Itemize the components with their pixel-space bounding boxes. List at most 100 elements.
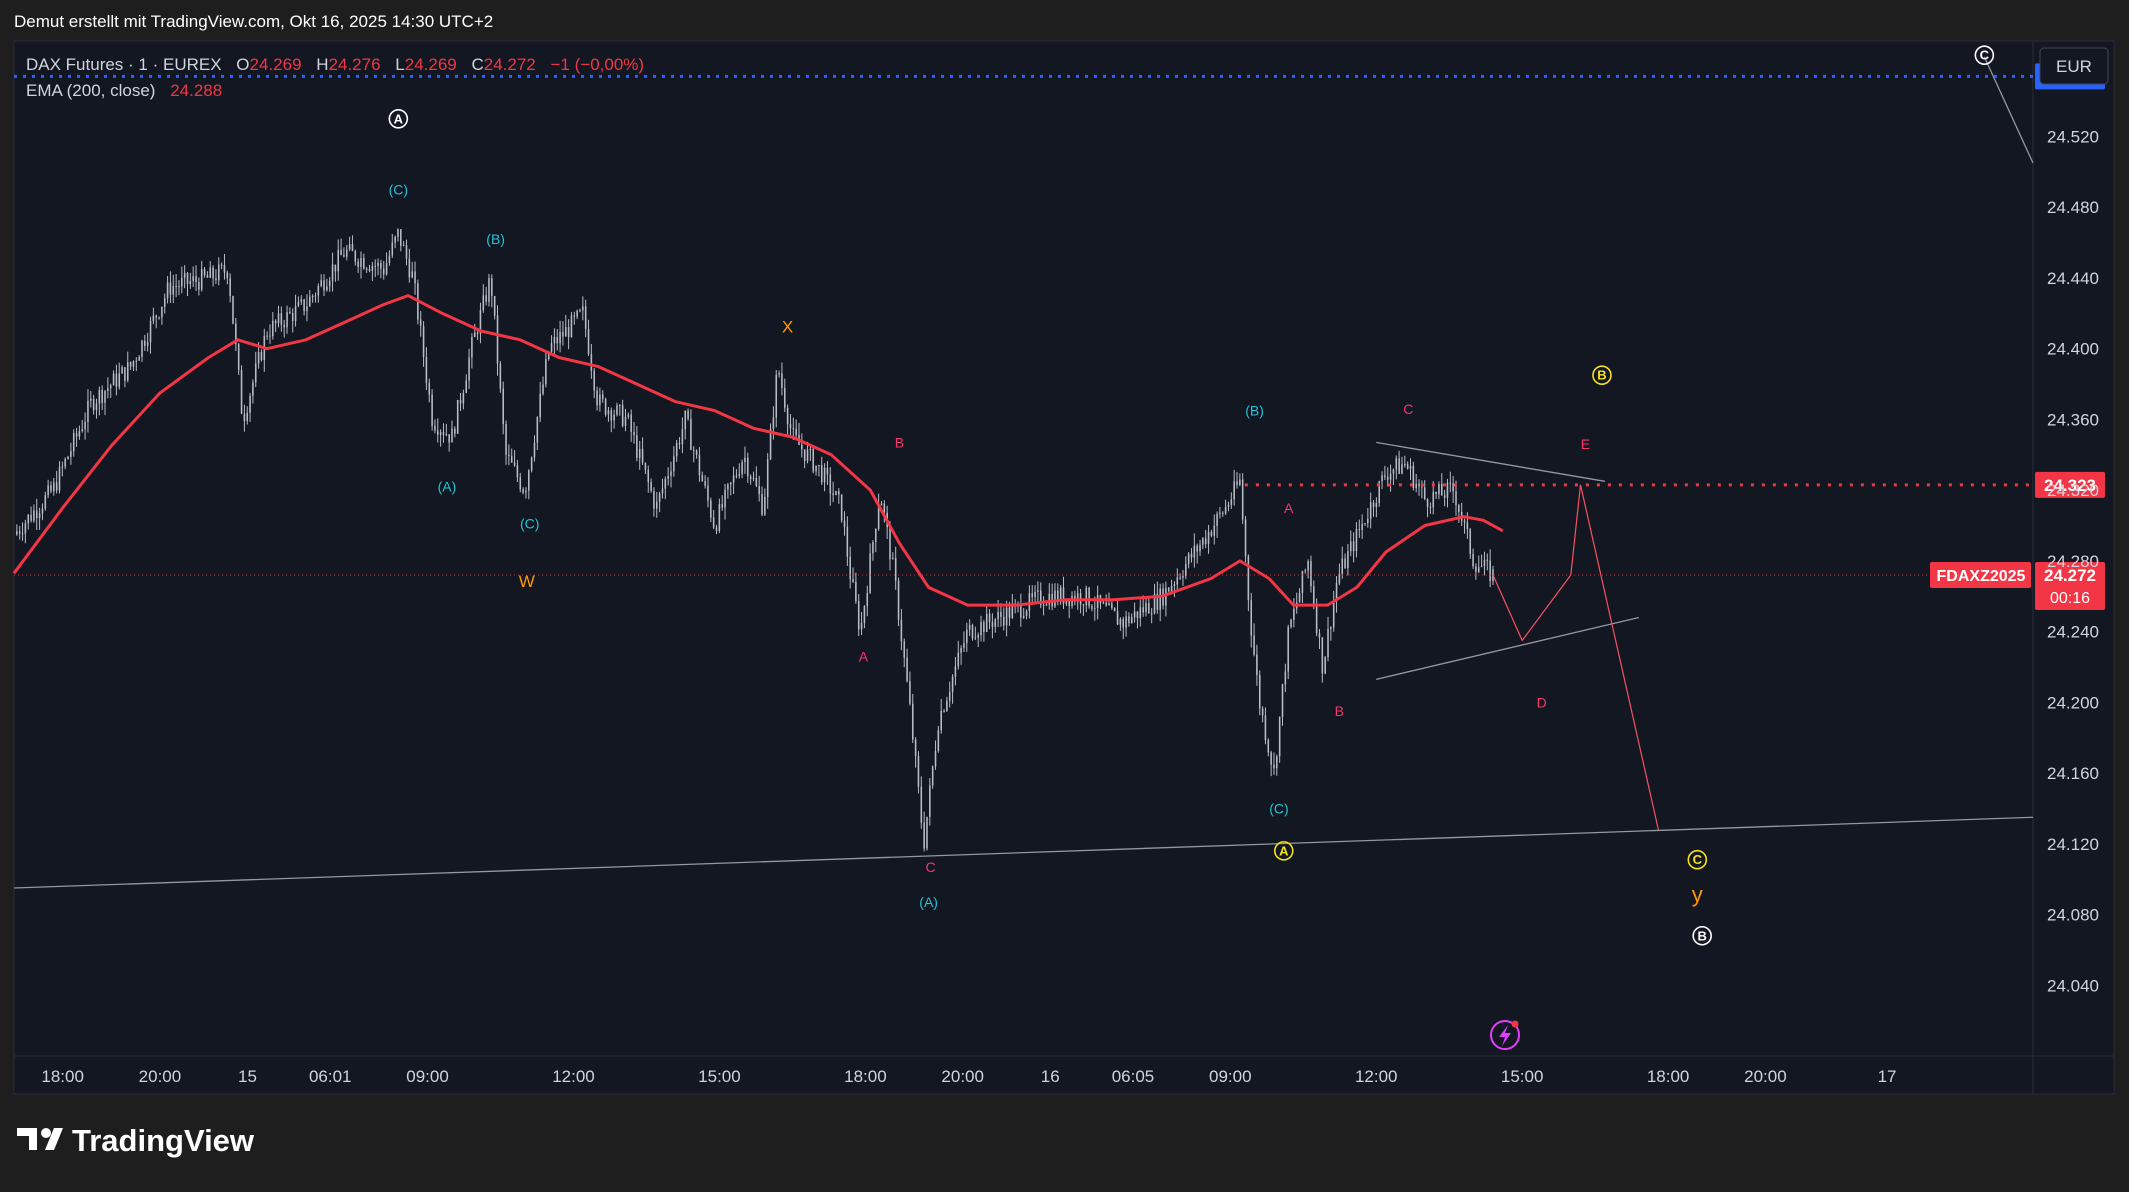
candle-body (1241, 479, 1244, 520)
candle-body (838, 491, 840, 495)
candle-body (1384, 475, 1386, 477)
time-tick-label: 09:00 (406, 1067, 449, 1086)
candle-body (727, 484, 729, 490)
candle-body (98, 389, 101, 404)
lightning-bolt-icon (1499, 1025, 1511, 1046)
candle-body (1145, 603, 1147, 613)
candle-body (368, 268, 371, 271)
candle-body (991, 622, 994, 627)
candle-body (374, 265, 376, 267)
wave-label-circle (1592, 365, 1612, 386)
candle-body (516, 465, 519, 478)
candle-body (431, 394, 433, 426)
candle-body (1441, 484, 1443, 496)
candle-body (519, 477, 522, 490)
wave-label: B (895, 434, 904, 450)
candle-body (1085, 587, 1088, 606)
candle-body (997, 611, 999, 620)
candle-body (1318, 633, 1321, 638)
candle-body (684, 410, 687, 430)
candle-body (414, 271, 416, 284)
candle-body (619, 405, 621, 407)
candle-body (192, 276, 194, 281)
candle-body (1426, 499, 1429, 507)
candle-body (309, 296, 311, 307)
candle-body (710, 500, 712, 518)
candle-body (647, 469, 650, 483)
candle-body (1236, 481, 1238, 485)
wave-label: W (519, 572, 535, 591)
candle-body (1227, 504, 1230, 507)
wave-labels-layer: A (C) (B) (A) (C) W X B A C (A) (B) A B C (C) A D E B Cy B C (388, 45, 1995, 946)
candle-body (266, 335, 268, 337)
candle-body (289, 312, 291, 314)
candle-body (488, 278, 490, 302)
candle-body (55, 482, 58, 491)
tradingview-logo[interactable]: TradingView (17, 1123, 255, 1158)
candle-body (1256, 654, 1258, 676)
candle-body (109, 385, 112, 389)
price-axis[interactable]: 24.520 24.480 24.440 24.400 24.360 24.320 24.2… (2047, 127, 2099, 995)
candle-body (166, 282, 169, 299)
candle-body (732, 475, 735, 483)
candle-body (1347, 551, 1349, 569)
candle-body (502, 388, 504, 425)
candle-body (493, 295, 496, 316)
candle-body (482, 295, 485, 311)
candle-body (254, 363, 257, 383)
candle-body (1250, 600, 1253, 636)
candle-body (1193, 545, 1196, 558)
price-tick-label: 24.400 (2047, 340, 2099, 359)
candle-body (112, 373, 115, 386)
candle-body (445, 434, 448, 436)
candle-body (1190, 553, 1193, 558)
candle-body (957, 652, 960, 667)
candle-body (1327, 628, 1329, 658)
candle-body (934, 750, 937, 767)
time-axis[interactable]: 18:00 20:00 15 06:01 09:00 12:00 15:00 18:00 20:… (41, 1067, 1896, 1086)
symbol-tag-box (1930, 562, 2031, 589)
candle-body (351, 244, 354, 252)
candle-body (792, 428, 795, 430)
candle-body (1111, 603, 1113, 608)
candle-body (126, 362, 129, 381)
countdown-text: 00:16 (2050, 590, 2090, 607)
candle-body (1463, 520, 1466, 523)
candle-body (269, 335, 271, 337)
candle-body (380, 262, 382, 269)
candle-body (559, 331, 561, 344)
candle-body (1057, 590, 1059, 602)
candle-body (1179, 577, 1181, 579)
candle-body (582, 306, 584, 311)
price-tick-label: 24.480 (2047, 198, 2099, 217)
candle-body (712, 517, 715, 528)
candle-body (636, 435, 638, 458)
candle-body (442, 432, 445, 435)
candle-body (465, 380, 468, 393)
symbol-legend[interactable]: DAX Futures · 1 · EUREX O24.269 H24.276 … (26, 55, 644, 74)
time-tick-label: 20:00 (941, 1067, 984, 1086)
candle-body (1096, 594, 1099, 609)
candle-body (357, 261, 359, 267)
symbol-tag-text: FDAXZ2025 (1937, 568, 2026, 585)
candle-body (72, 433, 75, 452)
candle-body (968, 625, 971, 630)
chart-panel[interactable] (13, 40, 2115, 1095)
currency-button[interactable] (2039, 47, 2109, 85)
candle-body (1142, 607, 1144, 613)
candle-body (946, 700, 948, 712)
candle-body (604, 399, 607, 415)
candle-body (820, 465, 823, 483)
candle-body (1278, 716, 1281, 757)
candle-body (1153, 593, 1156, 614)
candle-body (64, 459, 66, 467)
candle-body (439, 432, 442, 435)
wave-label: E (1581, 436, 1590, 452)
lightning-icon[interactable] (1490, 1020, 1520, 1050)
indicator-legend[interactable]: EMA (200, close) 24.288 (26, 81, 222, 100)
candle-body (462, 392, 465, 404)
candle-body (818, 465, 820, 467)
candle-body (1230, 499, 1233, 505)
